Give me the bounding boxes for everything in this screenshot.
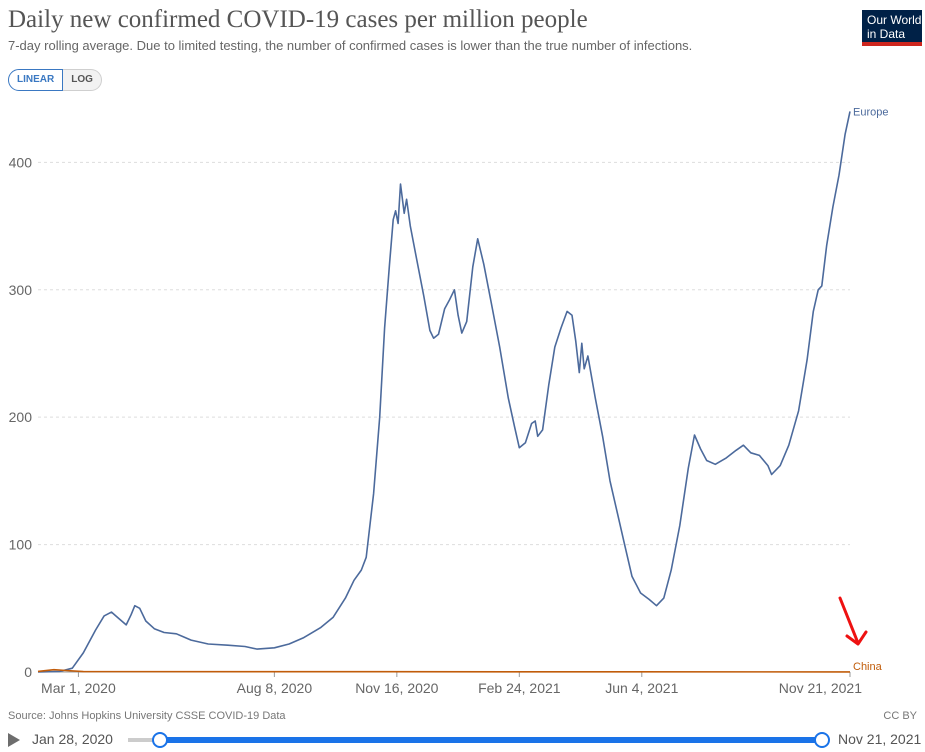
annotation-arrow-icon bbox=[838, 596, 868, 646]
chart-title: Daily new confirmed COVID-19 cases per m… bbox=[8, 6, 588, 33]
series-labels: Europe China bbox=[853, 106, 888, 673]
y-tick-label: 0 bbox=[24, 664, 32, 680]
license-link[interactable]: CC BY bbox=[883, 710, 917, 722]
owid-logo[interactable]: Our World in Data bbox=[862, 10, 922, 46]
series-lines bbox=[37, 111, 851, 673]
annotation-arrow-shaft bbox=[838, 596, 860, 645]
annotation-arrow-head bbox=[845, 630, 868, 646]
timeline-end-handle[interactable] bbox=[814, 732, 830, 748]
timeline-start-handle[interactable] bbox=[152, 732, 168, 748]
grid-lines bbox=[38, 161, 850, 673]
x-tick-label: Aug 8, 2020 bbox=[237, 680, 313, 696]
series-line-china bbox=[37, 668, 851, 673]
line-chart[interactable]: 0 100 200 300 400 Mar 1, 2020 Aug 8, 2020 Nov … bbox=[0, 95, 925, 705]
y-tick-label: 300 bbox=[9, 282, 33, 298]
y-tick-label: 400 bbox=[9, 154, 33, 170]
timeline-start-label: Jan 28, 2020 bbox=[32, 731, 113, 747]
source-note[interactable]: Source: Johns Hopkins University CSSE CO… bbox=[8, 710, 286, 722]
x-tick-label: Jun 4, 2021 bbox=[605, 680, 678, 696]
x-tick-label: Feb 24, 2021 bbox=[478, 680, 561, 696]
y-axis-ticks: 0 100 200 300 400 bbox=[9, 154, 33, 680]
series-line-europe bbox=[37, 111, 851, 673]
x-tick-label: Mar 1, 2020 bbox=[41, 680, 116, 696]
series-label-china: China bbox=[853, 661, 883, 673]
x-tick-label: Nov 21, 2021 bbox=[779, 680, 862, 696]
x-axis-ticks: Mar 1, 2020 Aug 8, 2020 Nov 16, 2020 Feb 24… bbox=[41, 672, 862, 696]
x-tick-label: Nov 16, 2020 bbox=[355, 680, 438, 696]
timeline-end-label: Nov 21, 2021 bbox=[838, 731, 922, 747]
chart-subtitle: 7-day rolling average. Due to limited te… bbox=[8, 38, 693, 53]
series-label-europe: Europe bbox=[853, 106, 888, 118]
y-tick-label: 200 bbox=[9, 409, 33, 425]
log-scale-button[interactable]: LOG bbox=[63, 69, 102, 91]
timeline-track-selected[interactable] bbox=[160, 737, 822, 743]
logo-line-1: Our World bbox=[867, 13, 922, 27]
scale-toggle: LINEAR LOG bbox=[8, 69, 102, 91]
timeline-track-unselected[interactable] bbox=[128, 738, 158, 742]
timeline: Jan 28, 2020 Nov 21, 2021 bbox=[0, 728, 925, 752]
linear-scale-button[interactable]: LINEAR bbox=[8, 69, 64, 91]
y-tick-label: 100 bbox=[9, 537, 33, 553]
play-icon[interactable] bbox=[8, 733, 20, 747]
logo-line-2: in Data bbox=[867, 27, 906, 41]
